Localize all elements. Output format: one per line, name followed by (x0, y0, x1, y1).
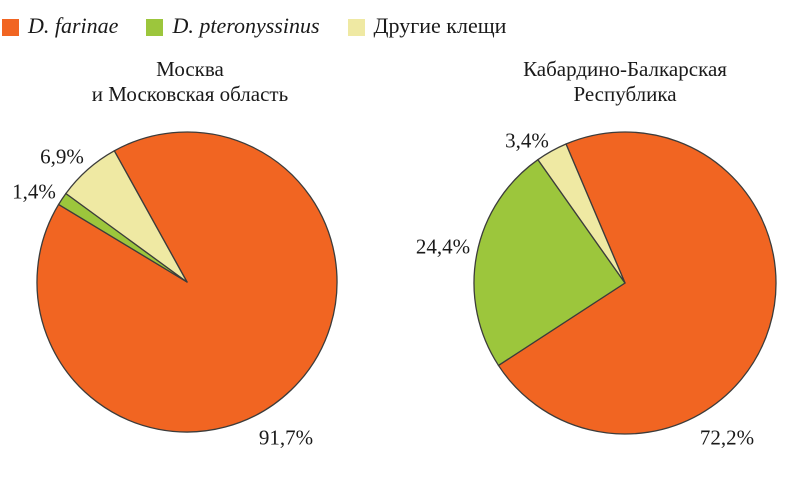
chart-title-kabardino: Кабардино-Балкарская Республика (445, 57, 800, 107)
slice-percent-label: 72,2% (699, 425, 755, 450)
chart-title-line: Республика (573, 82, 677, 106)
legend-item: D. pteronyssinus (146, 13, 320, 38)
chart-title-line: и Московская область (91, 82, 289, 106)
slice-percent-label: 24,4% (415, 234, 471, 259)
chart-title-line: Кабардино-Балкарская (523, 57, 727, 81)
pie-slice-другие-клещи (65, 150, 188, 283)
chart-title-moscow: Москва и Московская область (0, 57, 380, 107)
legend-label: D. farinae (28, 13, 119, 38)
pie-slice-d-pteronyssinus (473, 159, 626, 367)
slice-percent-label: 91,7% (258, 425, 314, 450)
pie-slice-другие-клещи (537, 143, 626, 284)
legend-label: D. pteronyssinus (172, 13, 320, 38)
pie-slice-d-farinae (497, 131, 777, 435)
slice-percent-label: 1,4% (12, 179, 56, 204)
legend-item: Другие клещи (347, 13, 507, 38)
legend: D. farinae D. pteronyssinus Другие клещи (2, 13, 507, 38)
slice-percent-label: 3,4% (505, 128, 549, 153)
legend-swatch-green-icon (146, 18, 164, 36)
chart-title-line: Москва (156, 57, 224, 81)
slice-percent-label: 6,9% (40, 144, 84, 169)
legend-swatch-orange-icon (2, 18, 19, 36)
legend-swatch-yellow-icon (347, 18, 365, 36)
legend-item: D. farinae (2, 13, 119, 38)
legend-label: Другие клещи (373, 13, 507, 38)
